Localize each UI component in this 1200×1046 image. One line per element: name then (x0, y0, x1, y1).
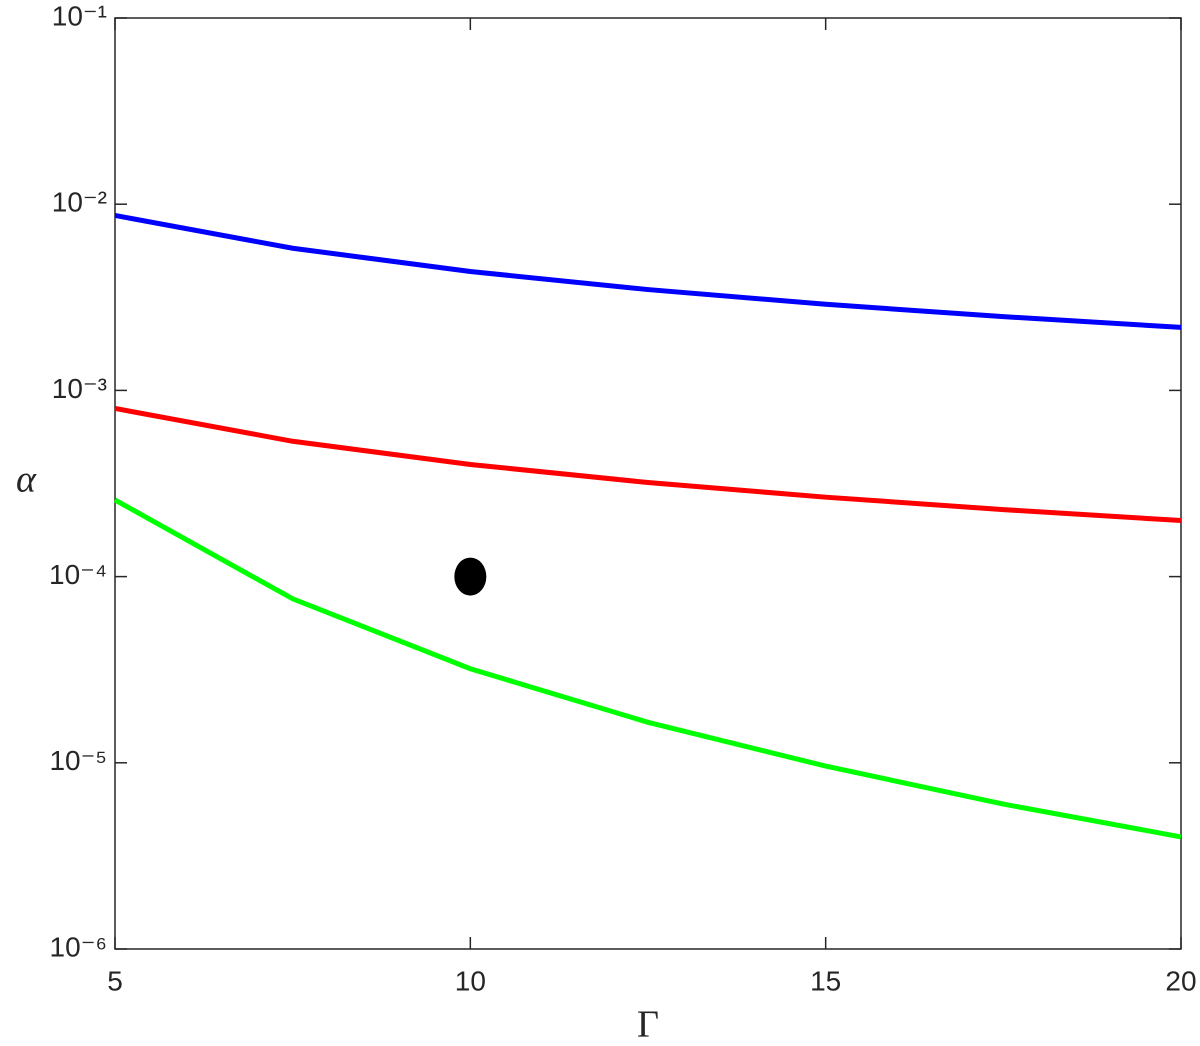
x-tick-label: 20 (1165, 965, 1196, 996)
series-line (114, 405, 1182, 524)
x-tick-label: 10 (455, 965, 486, 996)
y-tick-label: 10⁻⁴ (49, 559, 107, 590)
series-line (113, 497, 1182, 840)
data-point (454, 557, 487, 596)
x-tick-label: 15 (810, 965, 841, 996)
y-tick-label: 10⁻⁵ (49, 745, 107, 776)
y-axis-title: α (16, 459, 37, 501)
y-tick-label: 10⁻¹ (52, 0, 107, 31)
y-tick-label: 10⁻³ (52, 373, 107, 404)
x-tick-label: 5 (107, 965, 123, 996)
plot-frame (114, 17, 1182, 950)
series-line (114, 213, 1182, 330)
y-tick-label: 10⁻² (52, 187, 107, 218)
y-tick-label: 10⁻⁶ (50, 931, 107, 962)
x-axis-title: Γ (637, 1004, 659, 1046)
